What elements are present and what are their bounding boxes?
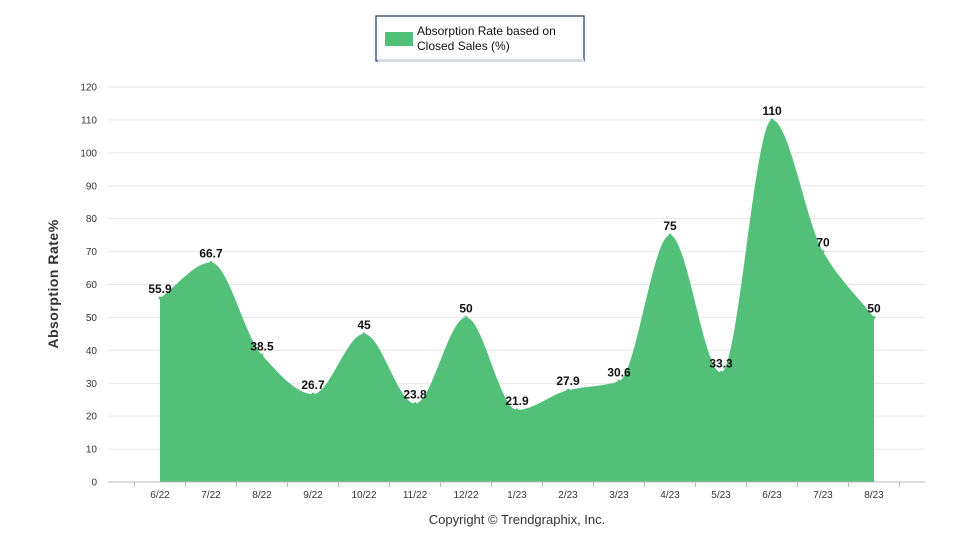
data-label: 26.7 (301, 378, 325, 392)
data-point (719, 370, 723, 374)
data-point (158, 296, 162, 300)
data-label: 21.9 (505, 394, 529, 408)
x-tick-label: 2/23 (558, 490, 578, 501)
x-tick-label: 11/22 (403, 490, 428, 501)
x-tick-label: 9/22 (303, 490, 323, 501)
y-tick-label: 30 (86, 379, 98, 390)
legend-line-2: Closed Sales (%) (417, 39, 510, 53)
legend-shadow (378, 59, 584, 62)
data-labels: 55.9 66.7 38.5 26.7 45 23.8 50 21.9 27.9 30.6 75 33… (148, 104, 881, 408)
x-tick-label: 7/23 (813, 490, 833, 501)
x-tick-label: 12/22 (453, 490, 478, 501)
data-label: 27.9 (556, 374, 580, 388)
data-label: 50 (867, 301, 881, 315)
x-tick-label: 5/23 (711, 490, 731, 501)
data-point (872, 315, 876, 319)
data-point (260, 353, 264, 357)
y-tick-label: 40 (86, 346, 98, 357)
x-tick-label: 3/23 (609, 490, 629, 501)
x-tick-label: 6/23 (762, 490, 782, 501)
y-tick-label: 50 (86, 313, 98, 324)
x-tick-label: 10/22 (351, 490, 376, 501)
axes: 0 10 20 30 40 50 60 70 80 90 100 110 120 6/22 7/22 8/22… (80, 83, 925, 501)
x-tick-label: 8/23 (864, 490, 884, 501)
data-label: 55.9 (148, 282, 172, 296)
data-point (668, 233, 672, 237)
data-point (209, 260, 213, 264)
data-label: 38.5 (250, 339, 274, 353)
data-label: 110 (762, 104, 782, 118)
y-tick-label: 60 (86, 280, 98, 291)
data-label: 50 (459, 301, 473, 315)
data-label: 23.8 (403, 388, 427, 402)
y-tick-label: 20 (86, 412, 98, 423)
data-label: 30.6 (607, 365, 631, 379)
legend-swatch (385, 32, 413, 46)
area-series (158, 118, 876, 483)
x-tick-label: 8/22 (252, 490, 272, 501)
data-point (413, 402, 417, 406)
data-label: 66.7 (199, 246, 223, 260)
data-label: 75 (663, 219, 677, 233)
x-tick-label: 1/23 (507, 490, 527, 501)
y-tick-label: 70 (86, 247, 98, 258)
x-tick-label: 4/23 (660, 490, 680, 501)
data-label: 45 (357, 318, 371, 332)
y-tick-label: 10 (86, 445, 98, 456)
y-tick-label: 100 (80, 148, 97, 159)
data-point (617, 379, 621, 383)
area-path (160, 119, 874, 483)
y-tick-label: 120 (80, 83, 97, 94)
y-axis-label: Absorption Rate% (45, 219, 61, 348)
y-tick-label: 90 (86, 181, 98, 192)
legend: Absorption Rate based on Closed Sales (%… (375, 15, 585, 62)
x-tick-label: 6/22 (150, 490, 170, 501)
data-point (362, 332, 366, 336)
data-point (821, 250, 825, 254)
data-point (311, 392, 315, 396)
y-tick-label: 80 (86, 214, 98, 225)
data-label: 70 (816, 236, 830, 250)
x-tick-label: 7/22 (201, 490, 221, 501)
legend-line-1: Absorption Rate based on (417, 24, 556, 38)
data-point (770, 118, 774, 122)
data-point (566, 388, 570, 392)
data-point (515, 408, 519, 412)
data-label: 33.3 (709, 356, 733, 370)
y-tick-label: 110 (81, 115, 97, 126)
data-point (464, 315, 468, 319)
copyright-footer: Copyright © Trendgraphix, Inc. (429, 512, 606, 527)
y-tick-label: 0 (91, 478, 97, 489)
